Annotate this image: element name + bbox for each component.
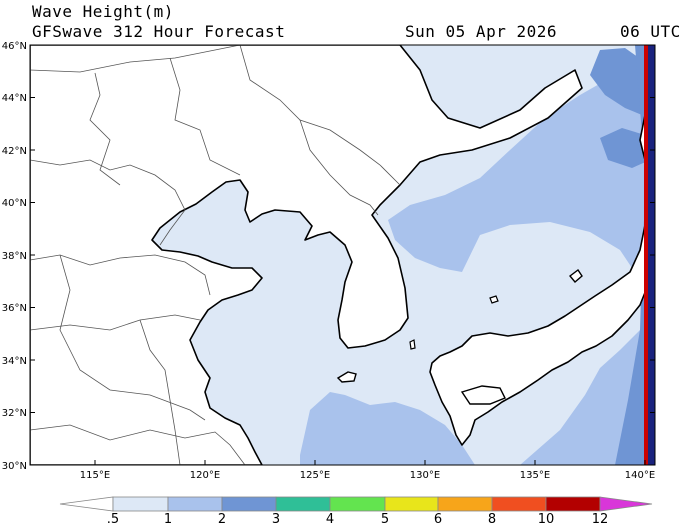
colorbar-swatch-1: [112, 496, 169, 512]
colorbar-label: .5: [107, 512, 119, 525]
province-boundary-1: [30, 45, 241, 73]
colorbar-label: 12: [592, 512, 609, 525]
model-forecast-title: GFSwave 312 Hour Forecast: [32, 22, 286, 41]
colorbar-swatch-9: [545, 496, 601, 512]
province-boundary-7: [30, 314, 201, 331]
pacific-mid-wave-region: [520, 320, 655, 465]
colorbar: .5 1 2 3 4 5 6 8 10 12: [59, 496, 653, 525]
colorbar-swatch-2: [167, 496, 223, 512]
lat-label-34: 34°N: [2, 356, 27, 367]
tsushima-island: [409, 339, 416, 350]
colorbar-swatch-above-max: [599, 496, 653, 512]
lat-label-38: 38°N: [2, 251, 27, 262]
lat-label-44: 44°N: [2, 93, 27, 104]
lon-label-125: 125°E: [300, 470, 330, 481]
chart-variable-title: Wave Height(m): [32, 2, 174, 21]
lon-label-115: 115°E: [80, 470, 110, 481]
colorbar-swatch-4: [275, 496, 331, 512]
yellow-sea-mid-wave-region: [300, 392, 475, 465]
province-boundary-8: [59, 254, 206, 421]
sea-of-japan-mid-wave-region: [388, 50, 655, 300]
province-boundaries: [30, 45, 401, 465]
north-strong-wave-patch: [590, 48, 650, 115]
colorbar-label: 4: [326, 512, 334, 525]
valid-time: 06 UTC: [620, 22, 681, 41]
colorbar-label: 2: [218, 512, 226, 525]
colorbar-swatch-3: [221, 496, 277, 512]
colorbar-label: 6: [434, 512, 442, 525]
province-boundary-10: [139, 319, 181, 465]
colorbar-label: 5: [381, 512, 389, 525]
lon-label-120: 120°E: [190, 470, 220, 481]
japan-honshu-kyushu-landmass: [429, 169, 655, 446]
lat-label-30: 30°N: [2, 461, 27, 472]
lat-label-32: 32°N: [2, 408, 27, 419]
province-boundary-4: [239, 45, 401, 186]
colorbar-label: 8: [488, 512, 496, 525]
colorbar-swatch-5: [329, 496, 386, 512]
map-area: [30, 45, 655, 465]
province-boundary-2: [89, 72, 121, 186]
latitude-axis: 46°N 44°N 42°N 40°N 38°N 36°N 34°N 32°N …: [2, 41, 655, 472]
lat-label-42: 42°N: [2, 146, 27, 157]
province-boundary-5: [30, 159, 186, 246]
colorbar-swatch-8: [491, 496, 547, 512]
province-boundary-6: [30, 254, 211, 296]
lon-label-135: 135°E: [520, 470, 550, 481]
colorbar-label: 3: [272, 512, 280, 525]
province-boundary-3: [169, 57, 241, 176]
sado-island: [568, 268, 583, 283]
central-strong-wave-patch: [600, 128, 650, 168]
colorbar-swatch-below-min: [59, 496, 114, 512]
jeju-island: [336, 371, 357, 383]
east-boundary-red-line: [644, 45, 648, 465]
colorbar-label: 1: [164, 512, 172, 525]
oki-island: [489, 295, 499, 304]
colorbar-swatch-6: [384, 496, 439, 512]
province-boundary-11: [299, 119, 379, 216]
colorbar-swatch-7: [437, 496, 493, 512]
lat-label-40: 40°N: [2, 198, 27, 209]
colorbar-label: 10: [538, 512, 555, 525]
shikoku-island: [460, 385, 506, 405]
lon-label-140: 140°E: [625, 470, 655, 481]
lon-label-130: 130°E: [410, 470, 440, 481]
lat-label-36: 36°N: [2, 303, 27, 314]
longitude-axis: 115°E 120°E 125°E 130°E 135°E 140°E: [80, 460, 655, 481]
province-boundary-9: [30, 424, 246, 465]
valid-date: Sun 05 Apr 2026: [405, 22, 557, 41]
lat-label-46: 46°N: [2, 41, 27, 52]
china-korea-landmass: [30, 45, 583, 465]
